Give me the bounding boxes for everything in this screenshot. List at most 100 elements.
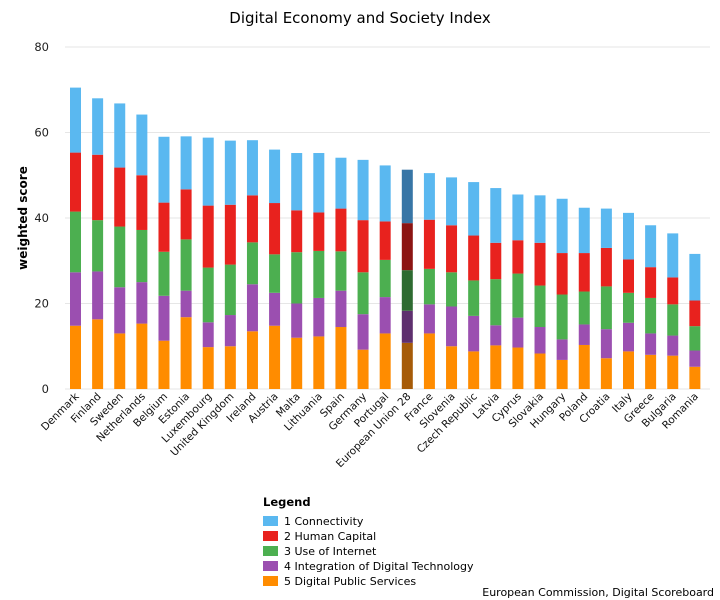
bar-segment xyxy=(600,329,612,359)
bar-segment xyxy=(468,315,480,352)
legend-swatch xyxy=(263,516,278,526)
bar-segment xyxy=(313,212,325,251)
bar-segment xyxy=(667,335,679,356)
bar-segment xyxy=(689,253,701,301)
bar-segment xyxy=(313,336,325,389)
bar-segment xyxy=(202,267,214,323)
bar-segment xyxy=(357,349,369,389)
bar-segment xyxy=(512,194,524,241)
bar-segment xyxy=(202,347,214,389)
bar-segment xyxy=(313,153,325,213)
bar-segment xyxy=(423,304,435,334)
bar-segment xyxy=(512,273,524,318)
bar-segment xyxy=(291,153,303,211)
bar-segment xyxy=(645,267,657,298)
bar-segment xyxy=(667,304,679,336)
bar-segment xyxy=(92,271,104,320)
bar-segment xyxy=(490,188,502,243)
bar-segment xyxy=(335,157,347,209)
bar-segment xyxy=(556,198,568,254)
bar-segment xyxy=(70,211,81,273)
bar-segment xyxy=(645,225,657,268)
bar-segment xyxy=(158,295,170,341)
legend-label: 5 Digital Public Services xyxy=(284,575,416,588)
bar-segment xyxy=(291,303,303,338)
bar-segment xyxy=(180,136,192,190)
bar-segment xyxy=(401,270,413,311)
bar-segment xyxy=(600,358,612,389)
bar-segment xyxy=(423,219,435,269)
bar-segment xyxy=(401,342,413,389)
bar-segment xyxy=(556,359,568,389)
bar-segment xyxy=(490,242,502,280)
bar-segment xyxy=(357,159,369,221)
y-axis-ticks: 0 20 40 60 80 xyxy=(34,40,49,396)
bar-segment xyxy=(357,272,369,315)
bar-segment xyxy=(578,324,590,345)
bar-segment xyxy=(92,154,104,221)
bars xyxy=(70,87,701,389)
bar-segment xyxy=(490,279,502,326)
bar-segment xyxy=(578,291,590,325)
legend-label: 1 Connectivity xyxy=(284,515,364,528)
bar-segment xyxy=(180,317,192,389)
bar-segment xyxy=(401,223,413,271)
bar-segment xyxy=(379,221,391,260)
bar-segment xyxy=(512,317,524,348)
bar-segment xyxy=(534,285,546,328)
bar-segment xyxy=(423,333,435,389)
bar-segment xyxy=(468,182,480,236)
bar-segment xyxy=(667,355,679,389)
y-tick-label: 80 xyxy=(34,40,49,54)
bar-segment xyxy=(313,297,325,337)
bar-segment xyxy=(291,337,303,389)
bar-segment xyxy=(180,239,192,291)
bar-segment xyxy=(136,114,148,176)
bar-segment xyxy=(556,294,568,340)
bar-segment xyxy=(158,202,170,252)
bar-segment xyxy=(114,226,126,288)
bar-segment xyxy=(645,333,657,355)
bar-segment xyxy=(645,354,657,389)
bar-segment xyxy=(224,315,236,347)
bar-segment xyxy=(114,167,126,227)
bar-segment xyxy=(114,287,126,334)
bar-segment xyxy=(645,297,657,334)
bar-segment xyxy=(246,242,258,285)
x-axis-tick-labels: DenmarkFinlandSwedenNetherlandsBelgiumEs… xyxy=(39,390,701,470)
bar-segment xyxy=(180,290,192,318)
bar-segment xyxy=(114,103,126,168)
bar-segment xyxy=(158,251,170,296)
bar-segment xyxy=(490,325,502,346)
bar-segment xyxy=(335,327,347,389)
bar-segment xyxy=(269,149,281,204)
bar-segment xyxy=(468,351,480,389)
bar-segment xyxy=(623,259,634,293)
bar-segment xyxy=(136,323,148,389)
legend-swatch xyxy=(263,561,278,571)
chart-title: Digital Economy and Society Index xyxy=(229,9,491,27)
bar-segment xyxy=(335,290,347,328)
bar-segment xyxy=(401,169,413,224)
bar-segment xyxy=(357,314,369,350)
bar-segment xyxy=(269,254,281,293)
y-tick-label: 20 xyxy=(34,297,49,311)
y-tick-label: 0 xyxy=(42,382,49,396)
legend-label: 3 Use of Internet xyxy=(284,545,377,558)
bar-segment xyxy=(92,220,104,272)
bar-segment xyxy=(623,292,634,323)
bar-segment xyxy=(446,346,458,389)
bar-segment xyxy=(114,333,126,389)
bar-segment xyxy=(70,87,81,153)
bar-segment xyxy=(224,204,236,265)
bar-segment xyxy=(423,173,435,220)
bar-segment xyxy=(578,344,590,389)
bar-segment xyxy=(667,277,679,305)
y-tick-label: 40 xyxy=(34,211,49,225)
bar-segment xyxy=(446,306,458,347)
bar-segment xyxy=(269,325,281,389)
bar-segment xyxy=(600,208,612,248)
bar-segment xyxy=(534,327,546,354)
bar-segment xyxy=(379,297,391,334)
